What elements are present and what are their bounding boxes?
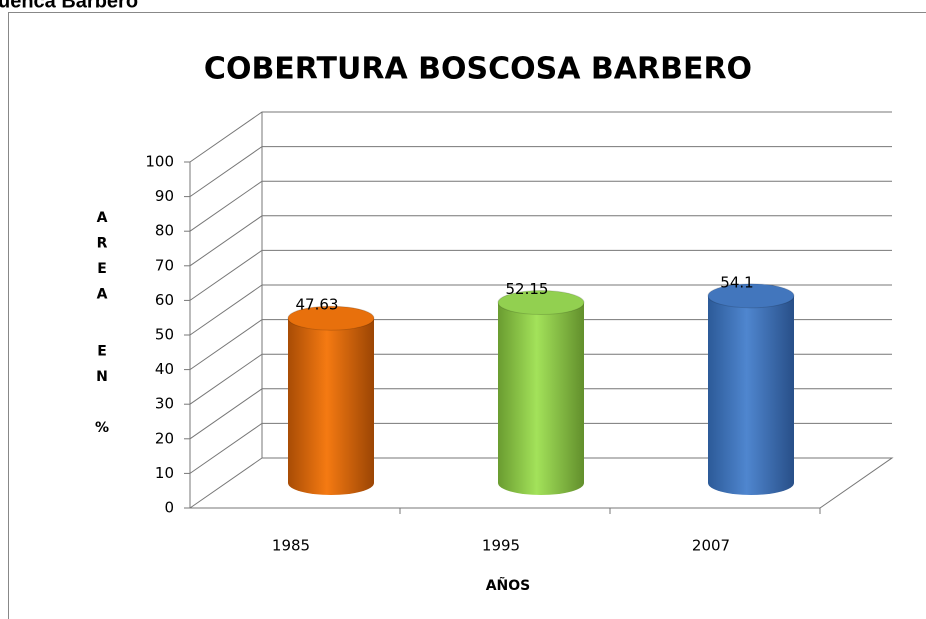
bar-top: [287, 305, 375, 331]
chart-frame: [8, 12, 926, 619]
grid-line: [189, 353, 892, 405]
y-tick-label: 50: [155, 326, 174, 344]
bar-body: [498, 302, 584, 495]
x-tick-label: 1985: [272, 537, 310, 555]
value-label: 47.63: [296, 296, 339, 314]
chart-title: COBERTURA BOSCOSA BARBERO: [204, 52, 752, 87]
bar: [287, 305, 375, 495]
grid-line: [189, 215, 892, 267]
grid-line: [189, 422, 892, 474]
grid-line: [189, 319, 892, 371]
y-tick-label: 30: [155, 395, 174, 413]
y-tick-label: 60: [155, 291, 174, 309]
x-tick-label: 2007: [692, 537, 730, 555]
y-tick-label: 100: [145, 153, 174, 171]
grid-line: [189, 249, 892, 301]
y-tick-label: 90: [155, 187, 174, 205]
y-tick-label: 10: [155, 464, 174, 482]
x-axis-label: AÑOS: [486, 577, 531, 594]
header: uenca Barbero: [0, 0, 138, 12]
y-tick-label: 70: [155, 256, 174, 274]
grid-line: [189, 111, 892, 163]
bar-top: [707, 283, 795, 309]
grid-line: [189, 457, 892, 509]
y-tick-label: 0: [164, 499, 174, 517]
y-tick-label: 80: [155, 222, 174, 240]
bar-body: [288, 318, 374, 495]
x-tick-label: 1995: [482, 537, 520, 555]
bar: [707, 283, 795, 495]
y-tick-label: 20: [155, 429, 174, 447]
bar-body: [708, 295, 794, 495]
grid-line: [189, 284, 892, 336]
grid-line: [189, 388, 892, 440]
bar-top: [497, 290, 585, 316]
bar: [497, 290, 585, 495]
y-tick-label: 40: [155, 360, 174, 378]
grid-line: [189, 146, 892, 198]
value-label: 54.1: [720, 273, 753, 291]
grid-line: [189, 180, 892, 232]
value-label: 52.15: [506, 280, 549, 298]
